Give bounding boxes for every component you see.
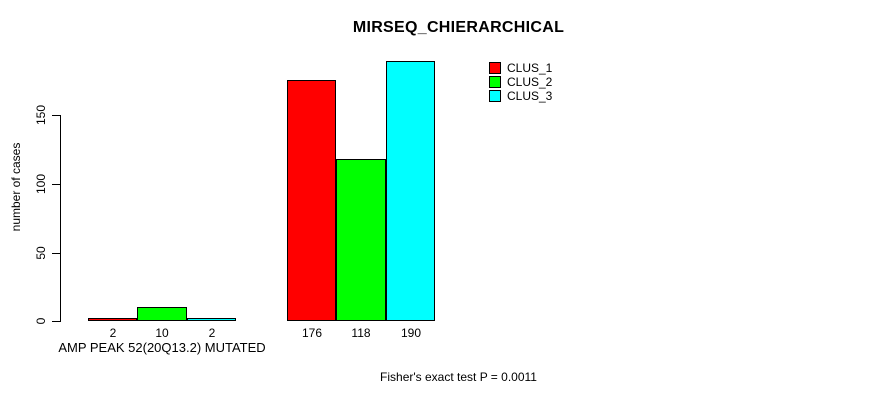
- bar-value-label: 176: [301, 326, 323, 340]
- legend-label: CLUS_1: [507, 61, 553, 75]
- stat-annotation: Fisher's exact test P = 0.0011: [380, 370, 537, 384]
- y-axis-tick: [52, 321, 60, 322]
- x-axis-group-label: AMP PEAK 52(20Q13.2) MUTATED: [58, 340, 266, 355]
- y-axis-tick-label: 50: [34, 246, 48, 260]
- chart-title: MIRSEQ_CHIERARCHICAL: [352, 19, 565, 36]
- y-axis-tick-label: 0: [34, 317, 48, 325]
- legend-row: CLUS_1: [489, 61, 552, 75]
- bar-clus_3: [386, 61, 435, 321]
- legend-label: CLUS_2: [507, 75, 553, 89]
- legend-label: CLUS_3: [507, 89, 553, 103]
- y-axis-tick: [52, 184, 60, 185]
- bar-value-label: 2: [208, 326, 216, 340]
- legend-swatch-icon: [489, 90, 501, 102]
- legend-row: CLUS_2: [489, 75, 552, 89]
- bar-value-label: 118: [351, 326, 371, 340]
- bar-clus_3: [187, 318, 236, 321]
- bar-clus_1: [88, 318, 137, 321]
- legend-swatch-icon: [489, 76, 501, 88]
- bar-clus_2: [336, 159, 386, 321]
- y-axis-label: number of cases: [9, 142, 23, 232]
- legend-row: CLUS_3: [489, 89, 552, 103]
- bar-value-label: 190: [400, 326, 422, 340]
- y-axis-tick: [52, 253, 60, 254]
- bar-value-label: 2: [109, 326, 117, 340]
- y-axis: [60, 115, 61, 322]
- legend: CLUS_1 CLUS_2 CLUS_3: [489, 61, 552, 103]
- y-axis-tick-label: 150: [34, 104, 48, 126]
- bar-clus_2: [137, 307, 187, 321]
- y-axis-tick-label: 100: [34, 173, 48, 195]
- bar-value-label: 10: [155, 326, 169, 340]
- legend-swatch-icon: [489, 62, 501, 74]
- y-axis-tick: [52, 115, 60, 116]
- bar-clus_1: [287, 80, 336, 321]
